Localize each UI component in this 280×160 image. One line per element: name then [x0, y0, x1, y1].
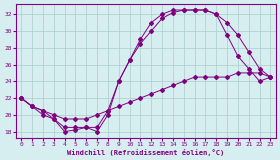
X-axis label: Windchill (Refroidissement éolien,°C): Windchill (Refroidissement éolien,°C) — [67, 149, 225, 156]
